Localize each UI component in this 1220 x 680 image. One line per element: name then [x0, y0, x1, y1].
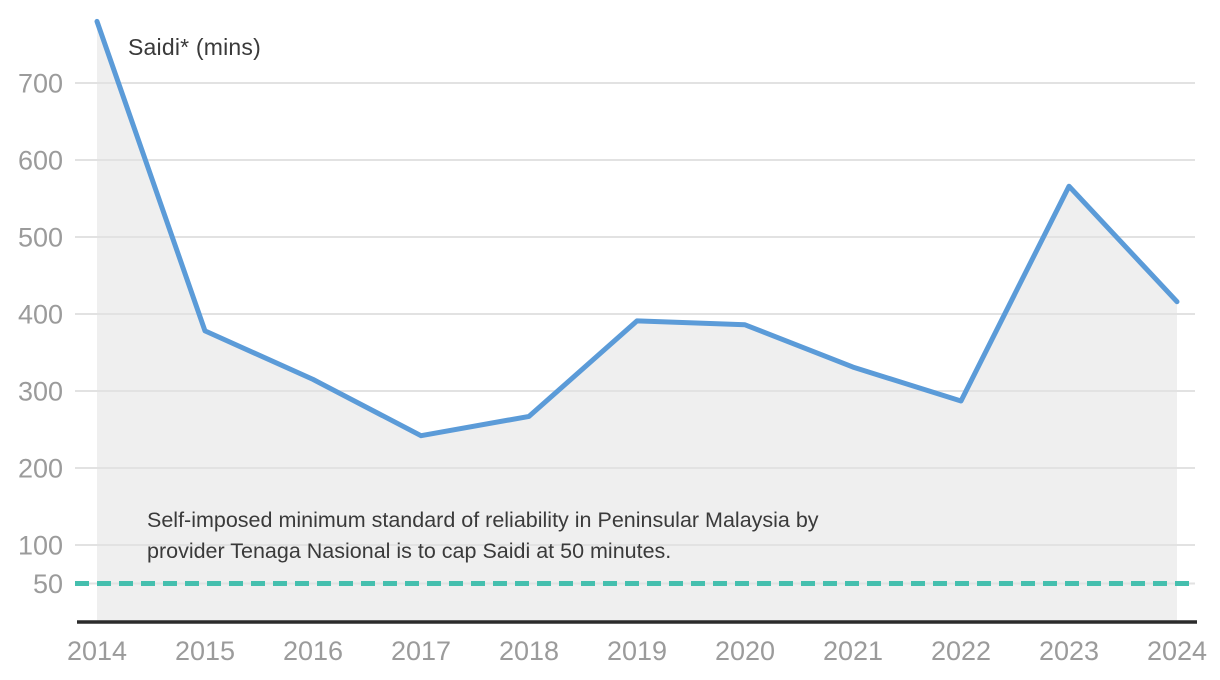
- y-tick-label-400: 400: [18, 300, 63, 330]
- x-tick-label-2017: 2017: [391, 636, 451, 666]
- x-tick-label-2021: 2021: [823, 636, 883, 666]
- data-line-saidi: [94, 18, 1180, 439]
- x-tick-label-2020: 2020: [715, 636, 775, 666]
- x-tick-label-2019: 2019: [607, 636, 667, 666]
- x-tick-label-2014: 2014: [67, 636, 127, 666]
- y-tick-label-200: 200: [18, 454, 63, 484]
- y-tick-label-700: 700: [18, 69, 63, 99]
- x-tick-label-2015: 2015: [175, 636, 235, 666]
- reference-annotation: Self-imposed minimum standard of reliabi…: [147, 505, 819, 567]
- y-tick-label-500: 500: [18, 223, 63, 253]
- y-tick-label-50: 50: [33, 569, 63, 599]
- y-tick-label-100: 100: [18, 531, 63, 561]
- y-tick-label-600: 600: [18, 146, 63, 176]
- x-tick-label-2016: 2016: [283, 636, 343, 666]
- x-tick-label-2022: 2022: [931, 636, 991, 666]
- x-tick-label-2018: 2018: [499, 636, 559, 666]
- x-tick-label-2024: 2024: [1147, 636, 1207, 666]
- x-tick-label-2023: 2023: [1039, 636, 1099, 666]
- y-tick-label-300: 300: [18, 377, 63, 407]
- chart-title: Saidi* (mins): [128, 34, 261, 60]
- annotation-line-2: provider Tenaga Nasional is to cap Saidi…: [147, 539, 672, 563]
- annotation-line-1: Self-imposed minimum standard of reliabi…: [147, 508, 819, 532]
